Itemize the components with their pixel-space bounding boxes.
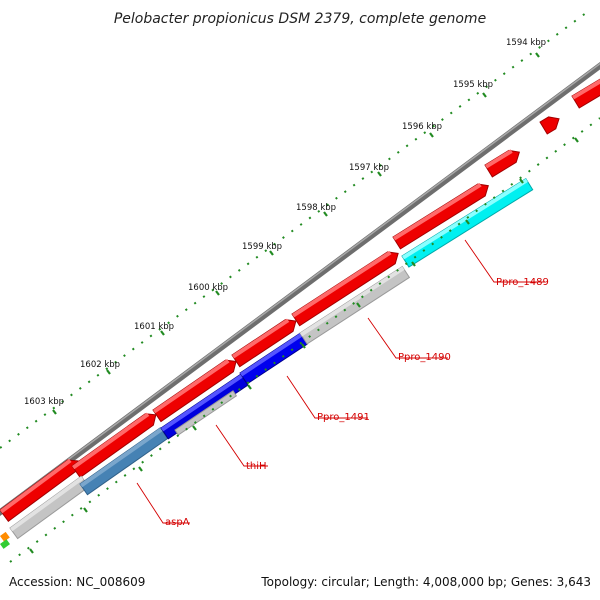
ruler-major-ticks-outer [52, 52, 540, 415]
inner-major-tick-9 [83, 507, 88, 513]
gene-forward-3 [152, 359, 237, 423]
inner-major-tick-3 [411, 261, 416, 267]
outer-major-tick-5 [269, 250, 274, 256]
gene-forward-5 [291, 250, 399, 327]
outer-major-tick-6 [215, 290, 220, 296]
gene-label-aspA: aspA [165, 517, 190, 528]
outer-major-tick-4 [323, 211, 328, 217]
gene-label-Ppro_1491: Ppro_1491 [317, 412, 370, 423]
gene-forward-7 [484, 149, 520, 178]
outer-major-tick-1 [482, 92, 487, 98]
outer-major-tick-2 [429, 132, 434, 138]
inner-major-tick-0 [574, 137, 579, 143]
gene-forward-4 [231, 318, 297, 368]
kbp-label-1597: 1597 kbp [349, 163, 389, 173]
inner-major-tick-10 [29, 548, 34, 554]
inner-major-tick-1 [519, 178, 524, 184]
backbone-line [0, 61, 600, 517]
outer-major-tick-0 [535, 52, 540, 58]
inner-major-tick-4 [356, 302, 361, 308]
gene-label-Ppro_1489: Ppro_1489 [496, 277, 549, 288]
inner-major-tick-7 [192, 425, 197, 431]
kbp-label-1596: 1596 kbp [402, 122, 442, 132]
gene-edge-orange [0, 531, 10, 542]
gene-labels: Ppro_1489 Ppro_1490 Ppro_1491 thiH aspA [165, 277, 549, 528]
outer-major-tick-7 [160, 330, 165, 336]
leader-aspA [136, 482, 190, 524]
genome-summary-text: Topology: circular; Length: 4,008,000 bp… [260, 575, 591, 589]
leader-Ppro_1489 [464, 239, 545, 283]
accession-text: Accession: NC_008609 [9, 575, 145, 589]
outer-major-tick-9 [52, 409, 57, 415]
leader-thiH [215, 424, 268, 467]
inner-major-tick-2 [465, 219, 470, 225]
kbp-label-1603: 1603 kbp [24, 397, 64, 407]
kbp-label-1594: 1594 kbp [506, 38, 546, 48]
ruler-ring-inner [9, 117, 600, 563]
outer-major-tick-3 [377, 171, 382, 177]
inner-major-tick-6 [247, 384, 252, 390]
inner-major-tick-8 [138, 466, 143, 472]
gene-forward-8 [539, 116, 560, 135]
gene-forward-6 [392, 182, 489, 250]
gene-reverse-grey-2 [174, 390, 238, 436]
ruler-ring-outer [0, 9, 591, 449]
gene-forward-9 [571, 74, 600, 109]
kbp-label-1595: 1595 kbp [453, 80, 493, 90]
genome-backbone [0, 61, 600, 517]
ruler-major-ticks-inner [29, 137, 579, 554]
kbp-labels: 1594 kbp 1595 kbp 1596 kbp 1597 kbp 1598… [24, 38, 546, 407]
gene-Ppro_1490 [299, 265, 411, 345]
kbp-label-1600: 1600 kbp [188, 283, 228, 293]
gene-label-thiH: thiH [246, 461, 267, 472]
forward-strand-genes [0, 74, 600, 522]
leader-Ppro_1490 [367, 317, 448, 359]
ruler-minor-ticks-outer [0, 9, 591, 449]
gene-forward-2 [71, 412, 157, 479]
kbp-label-1599: 1599 kbp [242, 242, 282, 252]
kbp-label-1602: 1602 kbp [80, 360, 120, 370]
gene-label-Ppro_1490: Ppro_1490 [398, 352, 451, 363]
gene-edge-green [0, 539, 10, 549]
backbone-highlight [0, 62, 600, 512]
inner-major-tick-5 [301, 343, 306, 349]
outer-major-tick-8 [106, 369, 111, 375]
leader-Ppro_1491 [286, 375, 368, 419]
kbp-label-1598: 1598 kbp [296, 203, 336, 213]
gene-label-leaders [136, 239, 545, 524]
map-title: Pelobacter propionicus DSM 2379, complet… [114, 11, 486, 27]
kbp-label-1601: 1601 kbp [134, 322, 174, 332]
